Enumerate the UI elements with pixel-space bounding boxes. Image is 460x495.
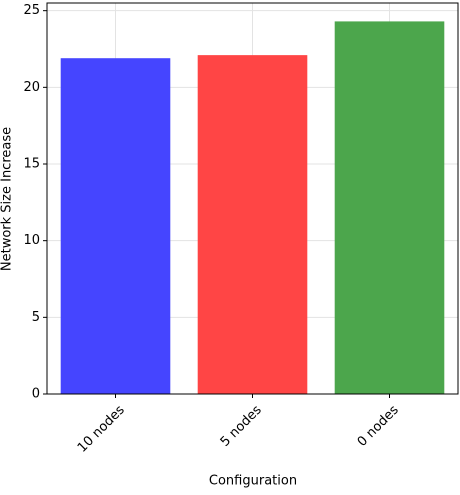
y-tick-label: 10 [23, 233, 40, 248]
plot-frame [46, 2, 459, 395]
bar [197, 55, 308, 395]
y-tick-label: 25 [23, 3, 40, 18]
y-axis-label: Network Size Increase [0, 127, 15, 271]
bar [60, 58, 171, 394]
x-tick-label: 0 nodes [355, 403, 402, 450]
y-tick-label: 0 [32, 387, 40, 402]
x-tick-label: 5 nodes [218, 403, 265, 450]
y-tick-label: 20 [23, 80, 40, 95]
x-axis-label: Configuration [209, 474, 297, 489]
bar [334, 21, 445, 395]
y-tick-label: 15 [23, 157, 40, 172]
x-tick-label: 10 nodes [75, 403, 128, 456]
y-tick-label: 5 [32, 310, 40, 325]
